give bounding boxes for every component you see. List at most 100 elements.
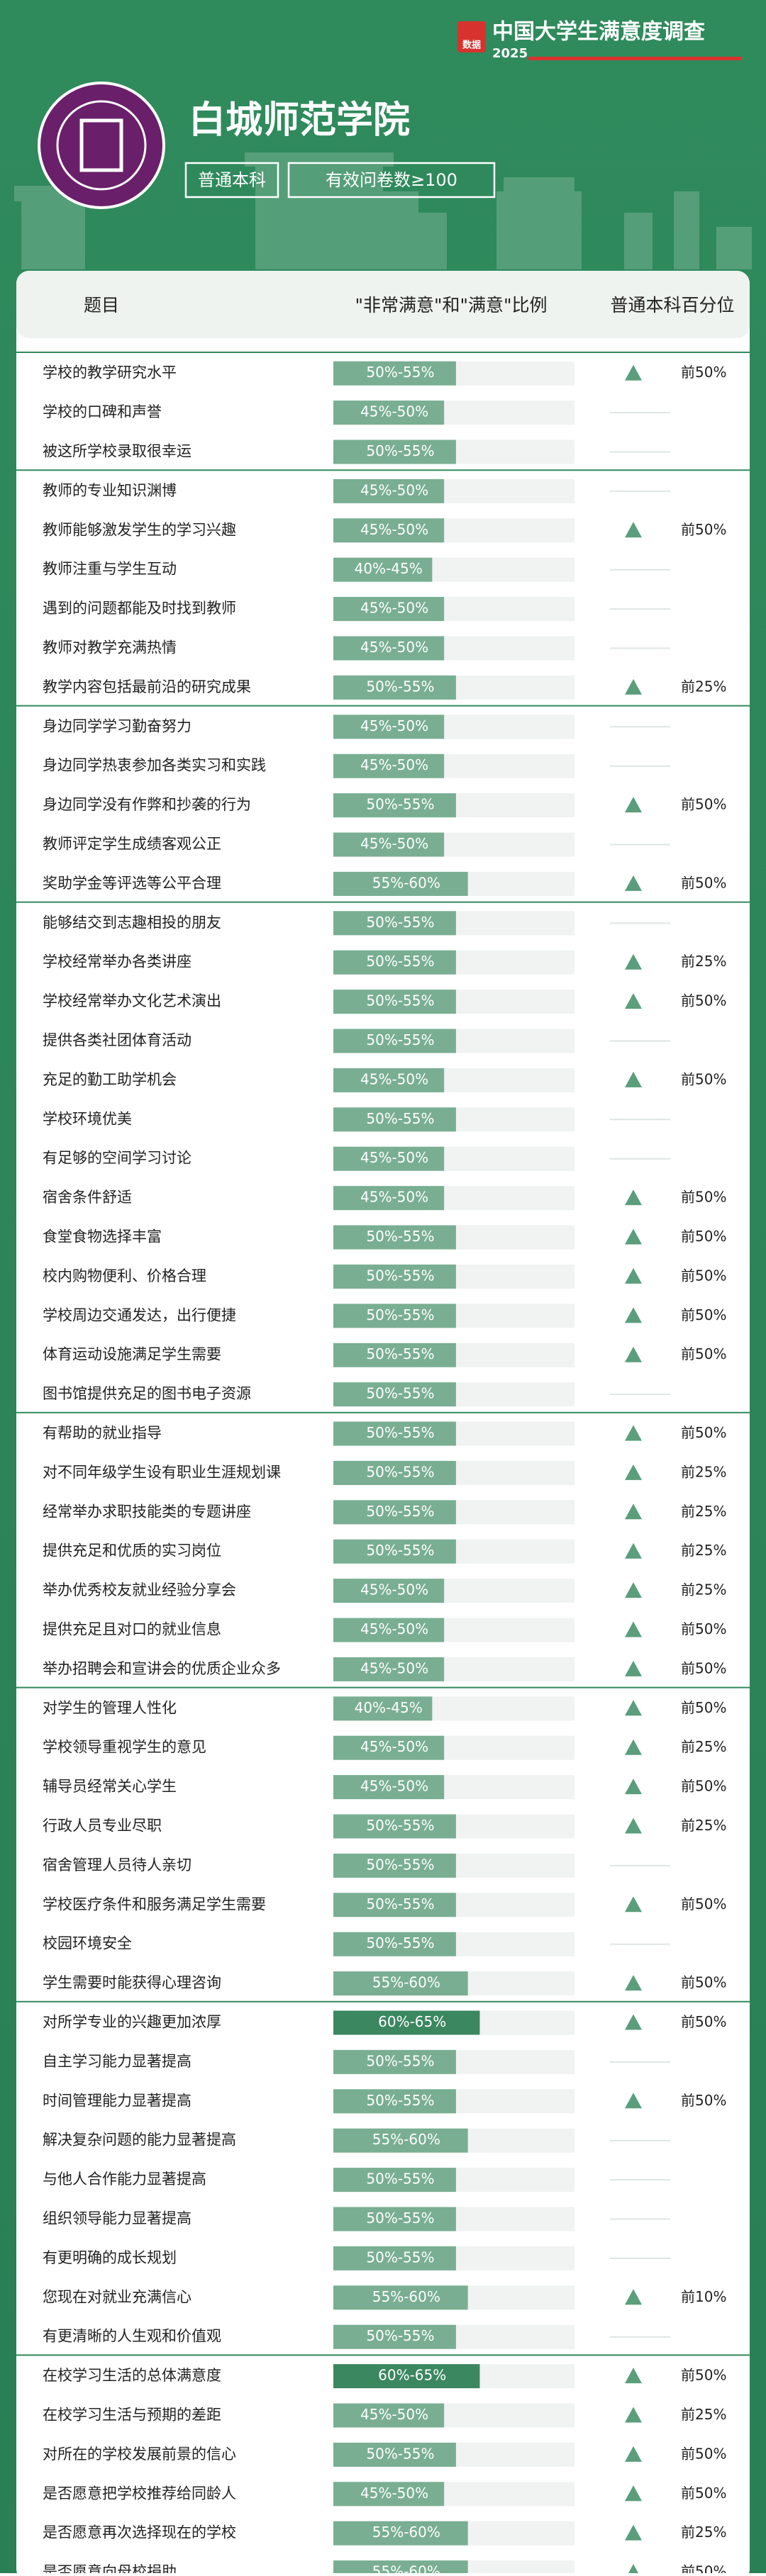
- ratio-label: 45%-50%: [360, 1189, 428, 1206]
- ratio-label: 50%-55%: [366, 1385, 434, 1402]
- item-label: 对所学专业的兴趣更加浓厚: [43, 2014, 221, 2031]
- ratio-label: 50%-55%: [366, 1267, 434, 1284]
- item-label: 是否愿意把学校推荐给同龄人: [43, 2485, 236, 2502]
- rank-label: 前50%: [681, 364, 726, 381]
- item-label: 体育运动设施满足学生需要: [43, 1346, 221, 1363]
- ratio-bar: [333, 478, 445, 503]
- item-label: 学校医疗条件和服务满足学生需要: [43, 1895, 266, 1913]
- item-label: 举办招聘会和宣讲会的优质企业众多: [43, 1660, 281, 1677]
- ratio-label: 45%-50%: [360, 2406, 428, 2423]
- ratio-label: 50%-55%: [366, 1031, 434, 1048]
- rank-label: 前50%: [681, 2367, 726, 2384]
- ratio-label: 45%-50%: [360, 600, 428, 617]
- item-label: 自主学习能力显著提高: [43, 2053, 192, 2070]
- ratio-label: 45%-50%: [360, 717, 428, 734]
- item-label: 教学内容包括最前沿的研究成果: [43, 678, 251, 695]
- rank-marker: [625, 364, 642, 381]
- item-label: 对学生的管理人性化: [43, 1699, 177, 1716]
- item-label: 校内购物便利、价格合理: [43, 1267, 206, 1284]
- ratio-bar: [333, 361, 456, 386]
- ratio-bar: [333, 2089, 456, 2114]
- rank-label: 前25%: [681, 678, 726, 695]
- ratio-label: 55%-60%: [372, 2131, 440, 2148]
- rank-marker: [625, 1660, 642, 1676]
- ratio-bar: [333, 2560, 468, 2576]
- rank-label: 前25%: [681, 2406, 726, 2423]
- item-label: 行政人员专业尽职: [43, 1818, 162, 1835]
- survey-logo: [457, 21, 486, 52]
- ratio-bar: [333, 1264, 456, 1289]
- ratio-bar: [333, 1146, 445, 1171]
- item-label: 学校经常举办各类讲座: [43, 953, 192, 970]
- ratio-label: 50%-55%: [366, 2445, 434, 2462]
- ratio-label: 45%-50%: [360, 1070, 428, 1087]
- item-label: 校园环境安全: [43, 1935, 132, 1952]
- ratio-label: 50%-55%: [366, 678, 434, 695]
- item-label: 学校环境优美: [43, 1110, 132, 1127]
- ratio-label: 45%-50%: [360, 2485, 428, 2502]
- school-logo-ring: [56, 100, 147, 191]
- rank-label: 前50%: [681, 1345, 726, 1362]
- ratio-bar: [333, 1893, 456, 1917]
- school-logo-mark: [79, 118, 123, 172]
- ratio-label: 45%-50%: [360, 1149, 428, 1166]
- rank-marker: [625, 1700, 642, 1716]
- ratio-bar: [333, 950, 456, 975]
- ratio-label: 50%-55%: [366, 1345, 434, 1362]
- rank-label: 前50%: [681, 1424, 726, 1441]
- rank-marker: [625, 875, 642, 891]
- ratio-bar: [333, 439, 456, 464]
- rank-label: 前25%: [681, 1503, 726, 1520]
- rank-marker: [625, 1739, 642, 1755]
- ratio-bar: [333, 597, 445, 622]
- rank-marker: [625, 1975, 642, 1991]
- ratio-bar: [333, 518, 445, 543]
- rank-marker: [625, 1071, 642, 1087]
- rank-marker: [625, 1818, 642, 1834]
- item-label: 有更清晰的人生观和价值观: [43, 2328, 221, 2345]
- skyline: [14, 152, 752, 269]
- rank-marker: [625, 1307, 642, 1323]
- ratio-label: 50%-55%: [366, 1463, 434, 1480]
- tag: 有效问卷数≥100: [326, 170, 457, 190]
- rank-label: 前25%: [681, 1463, 726, 1480]
- ratio-label: 50%-55%: [366, 1817, 434, 1834]
- ratio-bar: [333, 1107, 456, 1132]
- item-label: 在校学习生活与预期的差距: [43, 2407, 221, 2424]
- rank-label: 前50%: [681, 874, 726, 891]
- ratio-bar: [333, 2324, 456, 2349]
- item-label: 充足的勤工助学机会: [43, 1071, 177, 1088]
- item-label: 身边同学没有作弊和抄袭的行为: [43, 796, 251, 813]
- ratio-bar: [333, 2010, 480, 2035]
- rank-label: 前25%: [681, 1738, 726, 1755]
- item-label: 辅导员经常关心学生: [43, 1778, 177, 1795]
- ratio-label: 45%-50%: [360, 1620, 428, 1637]
- ratio-label: 45%-50%: [360, 639, 428, 656]
- item-label: 学校的口碑和声誉: [43, 403, 162, 420]
- rank-marker: [625, 797, 642, 813]
- ratio-bar: [333, 832, 445, 857]
- ratio-bar: [333, 2285, 468, 2310]
- ratio-bar: [333, 675, 456, 700]
- rank-label: 前50%: [681, 1189, 726, 1206]
- rank-label: 前50%: [681, 2092, 726, 2109]
- survey-badge: 数据: [462, 40, 481, 51]
- rank-marker: [625, 1346, 642, 1362]
- rank-marker: [625, 993, 642, 1009]
- ratio-label: 55%-60%: [372, 2524, 440, 2541]
- ratio-label: 50%-55%: [366, 1503, 434, 1520]
- ratio-bar: [333, 1500, 456, 1525]
- ratio-bar: [333, 911, 456, 936]
- item-label: 学校的教学研究水平: [43, 364, 177, 381]
- ratio-label: 50%-55%: [366, 1856, 434, 1873]
- ratio-bar: [333, 2246, 456, 2270]
- rank-marker: [625, 953, 642, 970]
- column-header: 题目: [84, 295, 119, 315]
- column-header: 普通本科百分位: [610, 295, 734, 315]
- rank-label: 前25%: [681, 953, 726, 970]
- item-label: 提供各类社团体育活动: [43, 1032, 192, 1049]
- item-label: 学校领导重视学生的意见: [43, 1739, 206, 1756]
- ratio-bar: [333, 2482, 445, 2507]
- item-label: 对所在的学校发展前景的信心: [43, 2446, 236, 2463]
- ratio-bar: [333, 793, 456, 818]
